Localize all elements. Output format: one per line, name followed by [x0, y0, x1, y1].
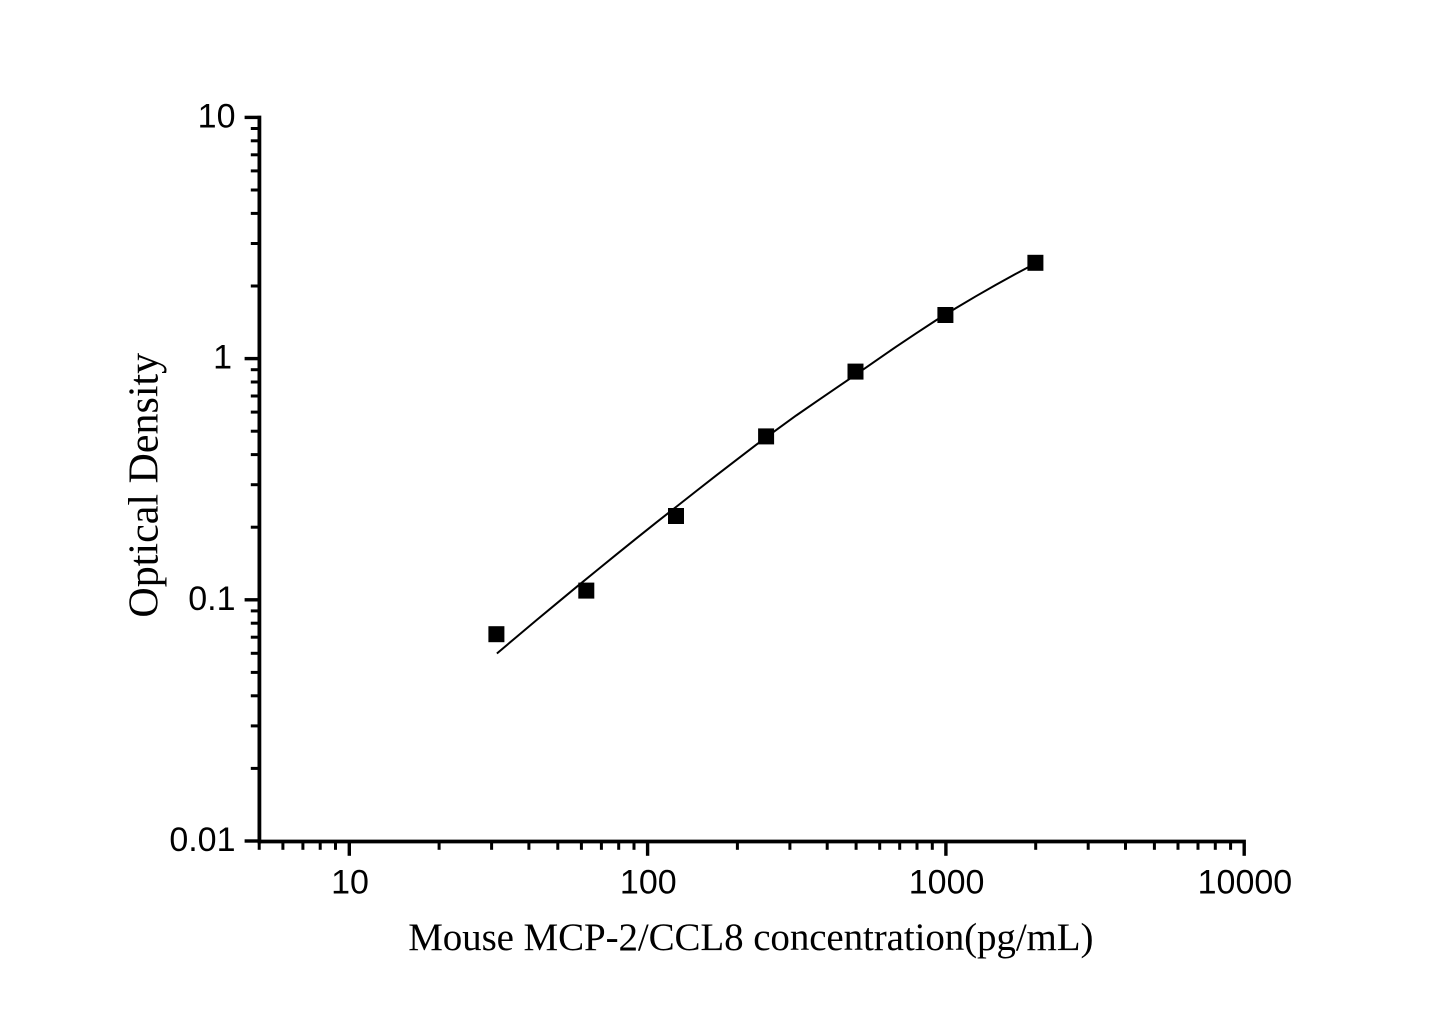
svg-text:0.01: 0.01 [169, 821, 235, 859]
svg-text:10000: 10000 [1198, 863, 1293, 901]
svg-text:0.1: 0.1 [188, 580, 235, 618]
svg-text:1: 1 [213, 339, 232, 377]
svg-text:10: 10 [331, 863, 369, 901]
svg-text:100: 100 [620, 863, 677, 901]
svg-text:10: 10 [198, 97, 236, 135]
svg-text:Optical Density: Optical Density [122, 353, 168, 618]
svg-text:Mouse MCP-2/CCL8 concentration: Mouse MCP-2/CCL8 concentration(pg/mL) [408, 916, 1093, 959]
svg-text:1000: 1000 [909, 863, 985, 901]
